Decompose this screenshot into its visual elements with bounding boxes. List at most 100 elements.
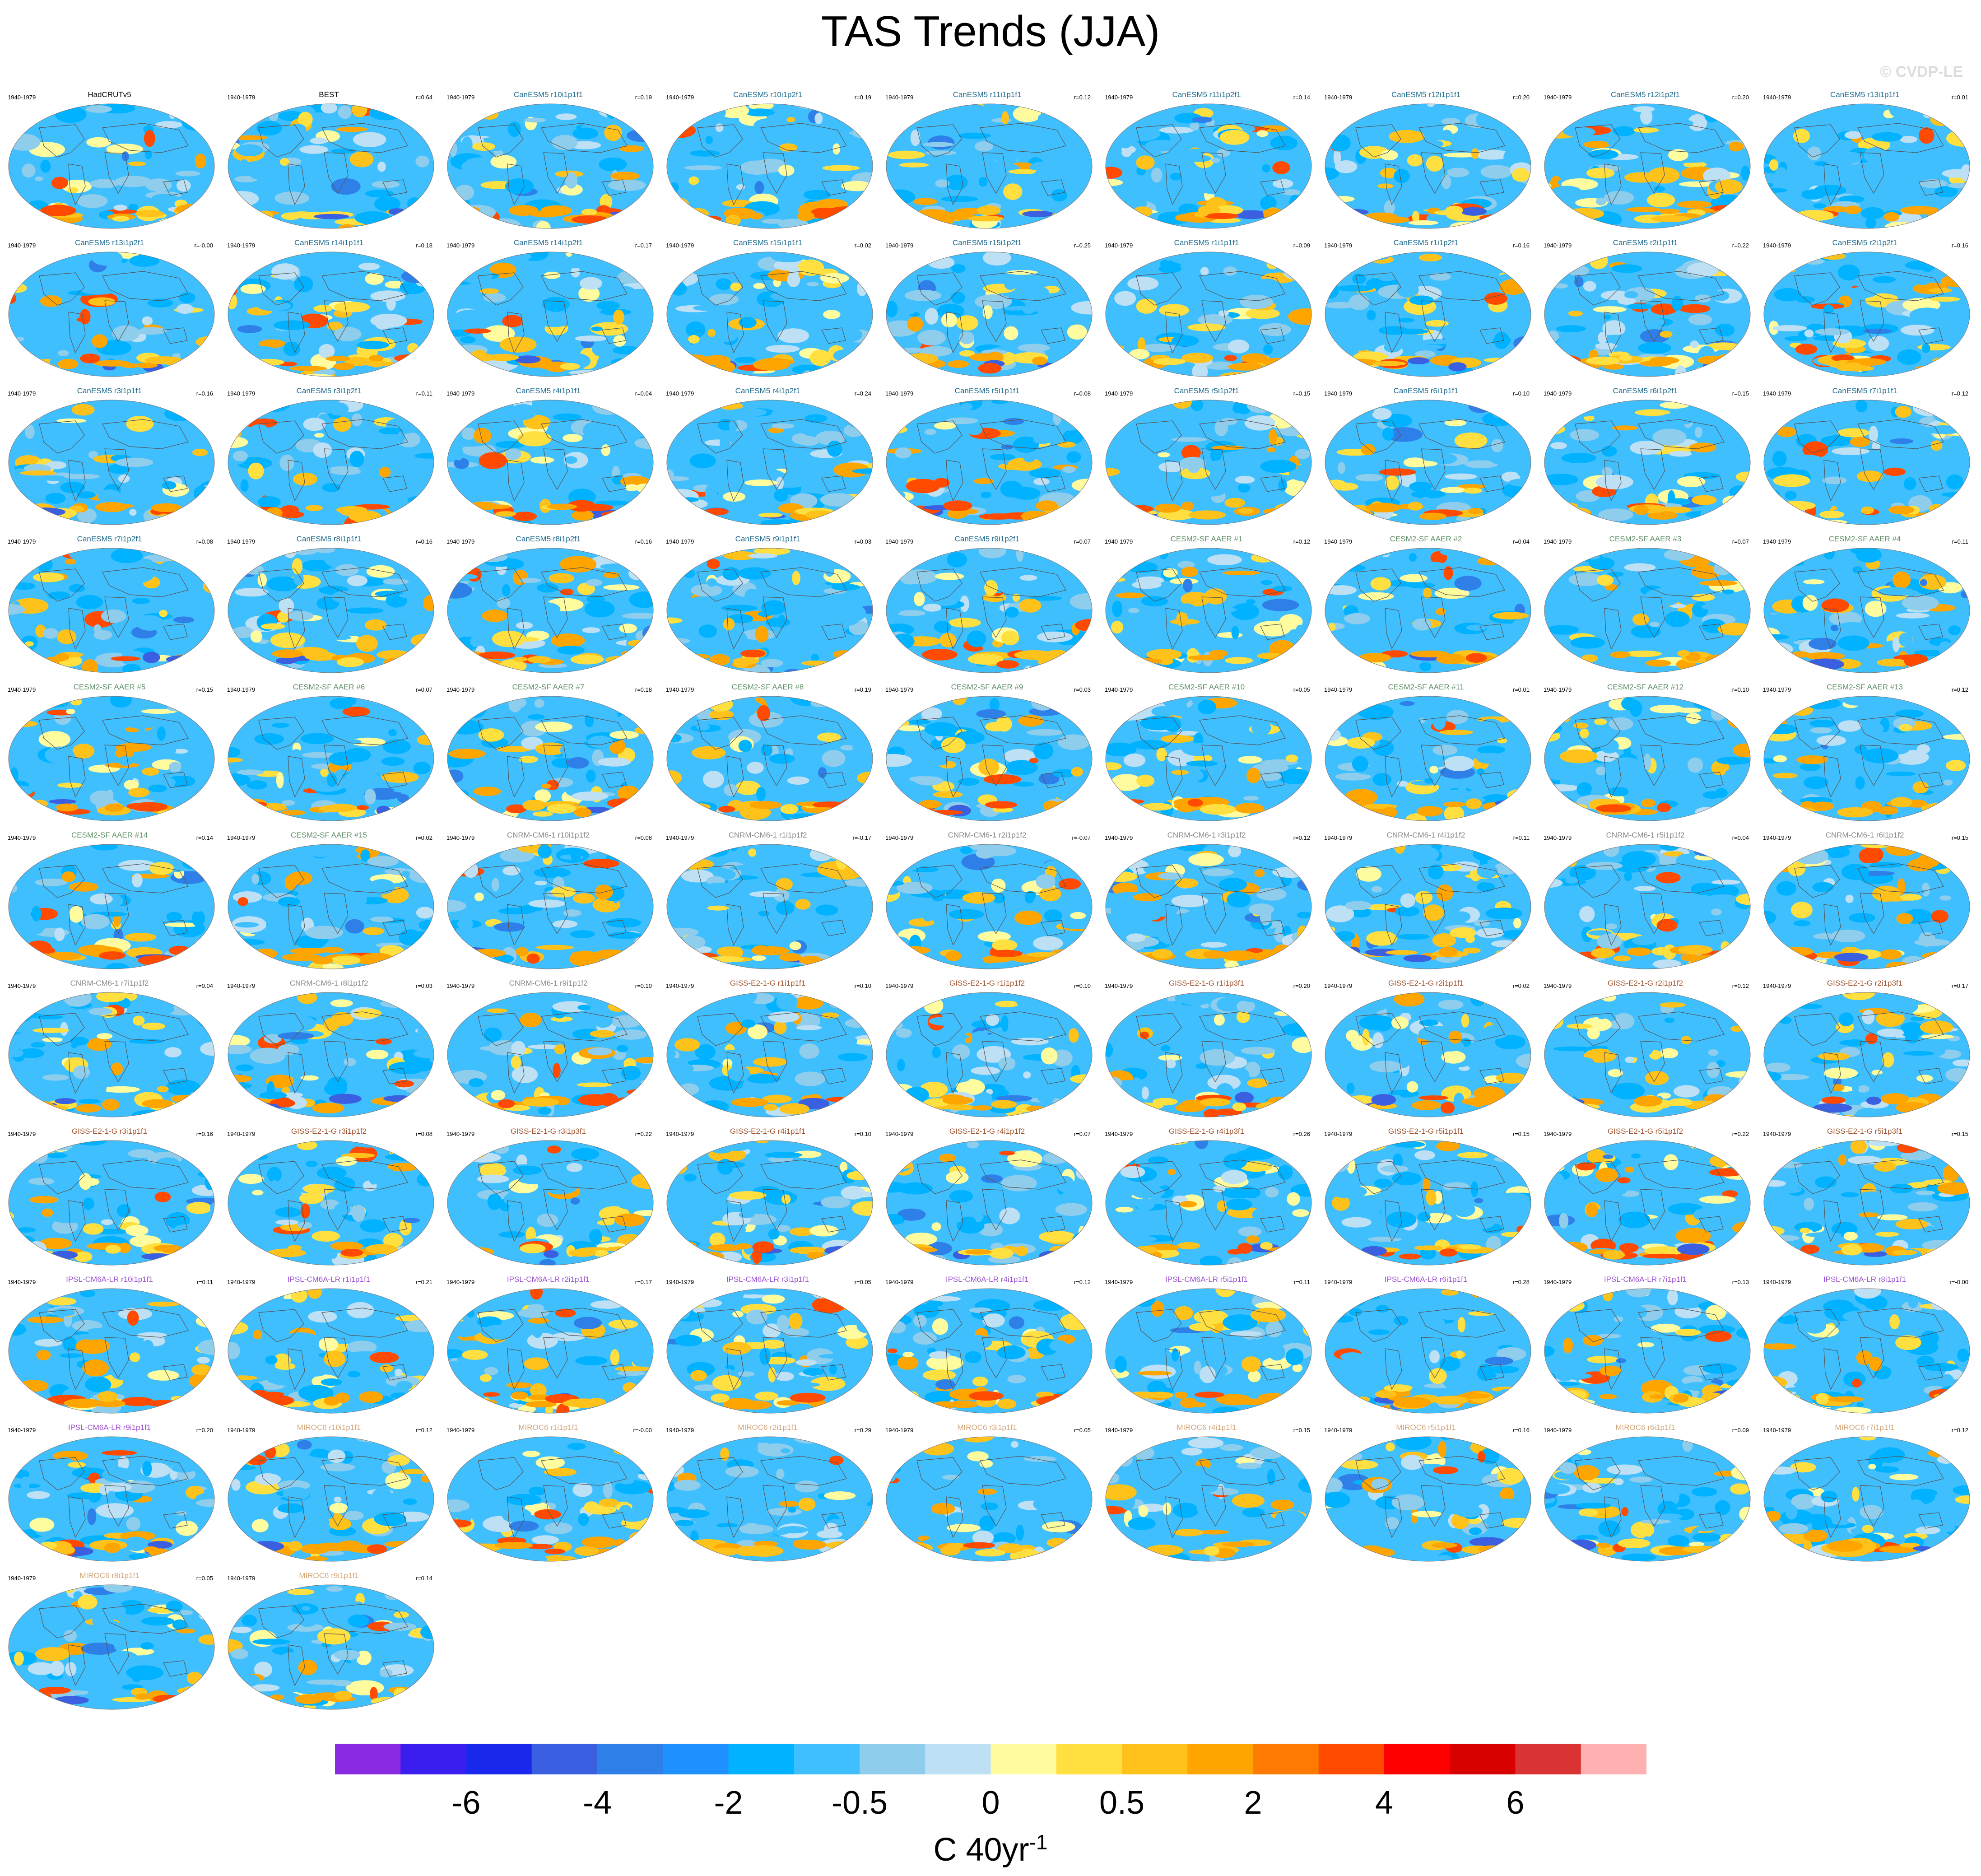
- trend-anomaly-patch: [761, 600, 786, 615]
- trend-anomaly-patch: [840, 745, 854, 751]
- trend-anomaly-patch: [833, 359, 861, 371]
- trend-anomaly-patch: [967, 215, 1004, 222]
- panel-period: 1940-1979: [666, 686, 694, 693]
- trend-anomaly-patch: [555, 113, 577, 120]
- map-panel: 1940-1979 CanESM5 r10i1p2f1 r=0.19: [660, 89, 875, 232]
- trend-anomaly-patch: [1462, 634, 1480, 647]
- trend-anomaly-patch: [1764, 724, 1798, 735]
- trend-anomaly-patch: [667, 617, 683, 624]
- trend-anomaly-patch: [888, 134, 909, 140]
- trend-anomaly-patch: [1659, 413, 1696, 425]
- trend-anomaly-patch: [1116, 793, 1131, 809]
- trend-anomaly-patch: [702, 771, 724, 788]
- trend-anomaly-patch: [1228, 363, 1263, 371]
- trend-anomaly-patch: [235, 206, 251, 214]
- trend-anomaly-patch: [733, 657, 759, 665]
- trend-anomaly-patch: [1278, 479, 1287, 492]
- trend-map: [1105, 400, 1312, 525]
- trend-anomaly-patch: [398, 802, 416, 812]
- map-border: [1105, 548, 1312, 673]
- trend-anomaly-patch: [1106, 413, 1113, 429]
- trend-anomaly-patch: [1813, 203, 1827, 209]
- trend-anomaly-patch: [1786, 266, 1796, 273]
- trend-anomaly-patch: [159, 610, 168, 617]
- trend-anomaly-patch: [567, 500, 596, 512]
- trend-anomaly-patch: [1297, 925, 1308, 941]
- trend-anomaly-patch: [761, 744, 773, 756]
- trend-anomaly-patch: [1325, 400, 1343, 410]
- map-border: [1325, 548, 1531, 673]
- trend-anomaly-patch: [517, 431, 552, 447]
- trend-anomaly-patch: [703, 882, 738, 891]
- trend-anomaly-patch: [738, 567, 771, 580]
- trend-anomaly-patch: [1139, 882, 1165, 890]
- trend-anomaly-patch: [1814, 185, 1846, 196]
- continent-outline: [726, 312, 744, 354]
- trend-anomaly-patch: [106, 144, 144, 154]
- trend-anomaly-patch: [1231, 603, 1259, 620]
- trend-anomaly-patch: [128, 787, 149, 797]
- panel-title: CanESM5 r11i1p2f1: [1172, 90, 1241, 99]
- trend-anomaly-patch: [54, 927, 65, 941]
- trend-anomaly-patch: [844, 143, 854, 159]
- trend-anomaly-patch: [914, 776, 944, 786]
- trend-anomaly-patch: [1425, 320, 1449, 327]
- trend-anomaly-patch: [1550, 442, 1567, 449]
- trend-anomaly-patch: [1374, 898, 1408, 905]
- trend-anomaly-patch: [1934, 186, 1958, 197]
- map-panel: 1940-1979 CanESM5 r5i1p2f1 r=0.15: [1099, 386, 1314, 528]
- panel-title: BEST: [319, 90, 339, 99]
- trend-anomaly-patch: [1720, 663, 1733, 669]
- trend-anomaly-patch: [1589, 557, 1615, 570]
- trend-anomaly-patch: [456, 400, 474, 409]
- trend-anomaly-patch: [259, 913, 287, 924]
- continent-outline: [1421, 300, 1446, 342]
- trend-anomaly-patch: [934, 847, 948, 863]
- trend-anomaly-patch: [739, 317, 757, 328]
- trend-anomaly-patch: [195, 413, 214, 427]
- panel-correlation: r=0.11: [416, 390, 432, 397]
- trend-anomaly-patch: [608, 931, 642, 939]
- trend-anomaly-patch: [1058, 442, 1076, 448]
- panel-period: 1940-1979: [446, 390, 475, 397]
- trend-anomaly-patch: [228, 561, 242, 572]
- trend-anomaly-patch: [349, 151, 374, 168]
- trend-anomaly-patch: [1158, 927, 1188, 945]
- trend-anomaly-patch: [379, 467, 391, 478]
- trend-anomaly-patch: [153, 895, 171, 910]
- trend-anomaly-patch: [1715, 323, 1735, 337]
- trend-anomaly-patch: [686, 321, 706, 338]
- trend-anomaly-patch: [536, 221, 551, 228]
- trend-anomaly-patch: [112, 216, 130, 222]
- trend-anomaly-patch: [1634, 409, 1670, 416]
- trend-anomaly-patch: [527, 656, 551, 663]
- trend-anomaly-patch: [1382, 427, 1394, 441]
- trend-anomaly-patch: [934, 752, 949, 766]
- trend-anomaly-patch: [56, 268, 92, 281]
- trend-anomaly-patch: [327, 773, 337, 787]
- trend-anomaly-patch: [183, 363, 205, 376]
- trend-anomaly-patch: [187, 962, 211, 969]
- trend-anomaly-patch: [57, 629, 77, 644]
- trend-anomaly-patch: [889, 958, 918, 965]
- trend-anomaly-patch: [397, 794, 409, 803]
- trend-anomaly-patch: [114, 409, 129, 415]
- trend-anomaly-patch: [789, 263, 799, 278]
- trend-anomaly-patch: [557, 952, 572, 958]
- trend-anomaly-patch: [1764, 104, 1783, 109]
- trend-anomaly-patch: [321, 104, 338, 114]
- trend-anomaly-patch: [464, 328, 491, 334]
- trend-anomaly-patch: [1062, 466, 1076, 473]
- trend-anomaly-patch: [1238, 508, 1254, 514]
- trend-anomaly-patch: [1502, 523, 1510, 525]
- continent-outline: [980, 271, 1066, 301]
- trend-map: [666, 251, 873, 377]
- trend-anomaly-patch: [672, 213, 688, 225]
- trend-anomaly-patch: [827, 214, 865, 224]
- trend-anomaly-patch: [366, 964, 401, 969]
- trend-anomaly-patch: [457, 918, 474, 931]
- trend-anomaly-patch: [77, 891, 88, 898]
- trend-anomaly-patch: [14, 801, 35, 810]
- trend-anomaly-patch: [1718, 653, 1749, 660]
- trend-anomaly-patch: [142, 696, 176, 700]
